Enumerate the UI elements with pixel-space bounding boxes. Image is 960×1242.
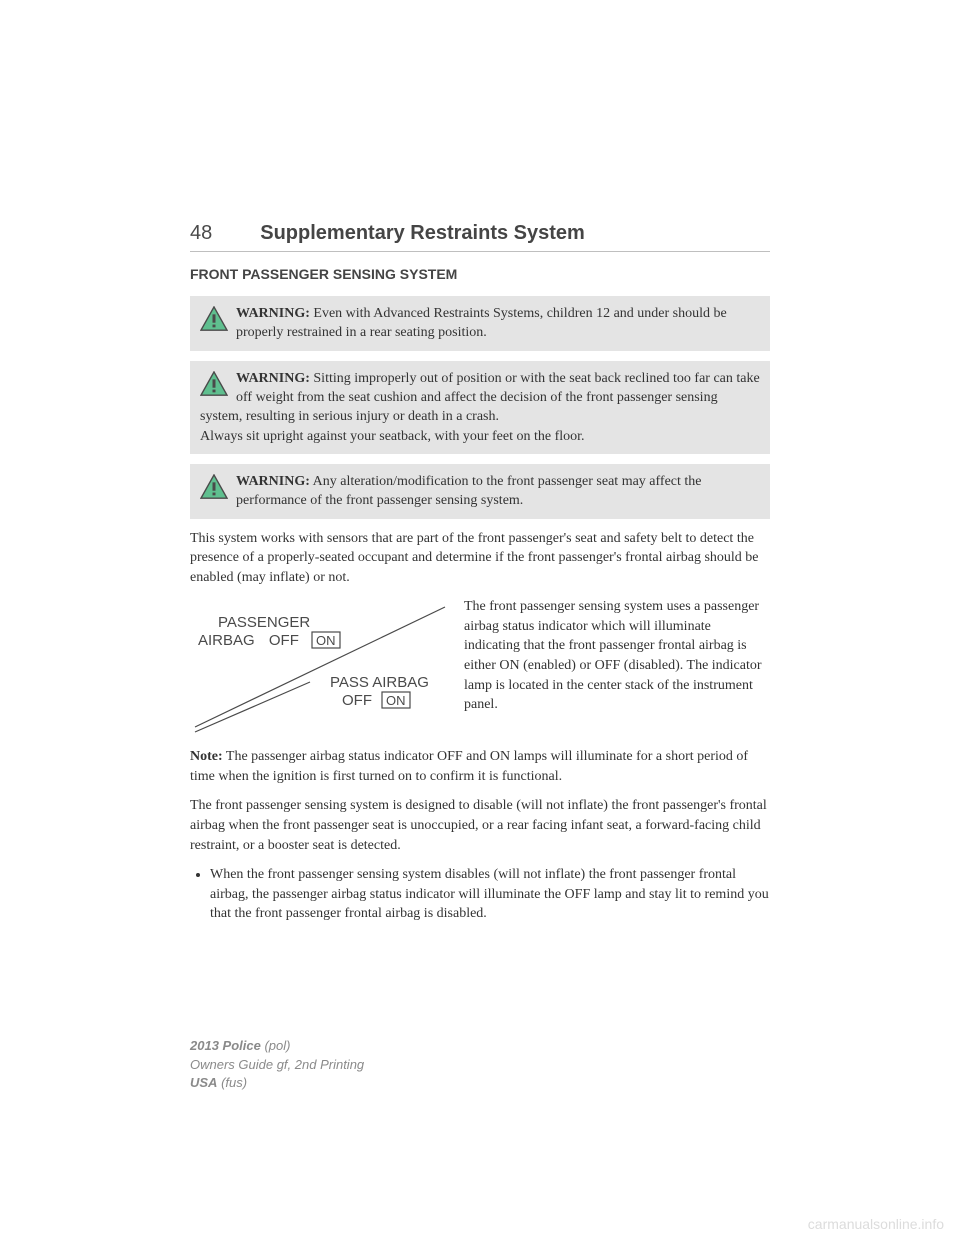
bullet-list: When the front passenger sensing system … — [206, 865, 770, 924]
fig-label-off: OFF — [269, 632, 299, 649]
fig-label-passenger: PASSENGER — [218, 614, 310, 631]
footer-region-code: (fus) — [217, 1075, 247, 1090]
fig-label-on2: ON — [386, 693, 406, 708]
fig-label-off2: OFF — [342, 692, 372, 709]
watermark: carmanualsonline.info — [808, 1216, 944, 1232]
warning-box-3: WARNING: Any alteration/modification to … — [190, 464, 770, 519]
warning-text: Even with Advanced Restraints Systems, c… — [236, 306, 727, 340]
footer-model: 2013 Police — [190, 1038, 261, 1053]
warning-icon — [200, 306, 228, 332]
page-header: 48 Supplementary Restraints System — [190, 222, 770, 245]
note-text: The passenger airbag status indicator OF… — [190, 749, 748, 784]
fig-label-on: ON — [316, 633, 336, 648]
warning-text-2: Always sit upright against your seatback… — [200, 427, 760, 446]
figure-row: PASSENGER AIRBAG OFF ON PASS AIRBAG OFF … — [190, 597, 770, 737]
warning-box-2: WARNING: Sitting improperly out of posit… — [190, 361, 770, 454]
section-heading: FRONT PASSENGER SENSING SYSTEM — [190, 266, 770, 282]
fig-label-pass-airbag: PASS AIRBAG — [330, 674, 429, 691]
page-container: 48 Supplementary Restraints System FRONT… — [0, 0, 960, 1242]
page-number: 48 — [190, 222, 212, 245]
page-footer: 2013 Police (pol) Owners Guide gf, 2nd P… — [190, 1037, 364, 1092]
warning-label: WARNING: — [236, 474, 310, 489]
note-paragraph: Note: The passenger airbag status indica… — [190, 747, 770, 786]
footer-line-2: Owners Guide gf, 2nd Printing — [190, 1056, 364, 1074]
airbag-indicator-figure: PASSENGER AIRBAG OFF ON PASS AIRBAG OFF … — [190, 597, 450, 737]
fig-label-airbag: AIRBAG — [198, 632, 255, 649]
list-item: When the front passenger sensing system … — [210, 865, 770, 924]
footer-model-code: (pol) — [261, 1038, 291, 1053]
figure-caption: The front passenger sensing system uses … — [464, 597, 770, 715]
svg-text:AIRBAG OFF: AIRBAG OFF — [198, 632, 299, 649]
warning-label: WARNING: — [236, 371, 310, 386]
body-paragraph-1: This system works with sensors that are … — [190, 529, 770, 588]
footer-line-3: USA (fus) — [190, 1074, 364, 1092]
warning-label: WARNING: — [236, 306, 310, 321]
note-label: Note: — [190, 749, 223, 764]
warning-icon — [200, 474, 228, 500]
footer-region: USA — [190, 1075, 217, 1090]
header-rule — [190, 251, 770, 252]
footer-line-1: 2013 Police (pol) — [190, 1037, 364, 1055]
warning-icon — [200, 371, 228, 397]
body-paragraph-3: The front passenger sensing system is de… — [190, 796, 770, 855]
warning-box-1: WARNING: Even with Advanced Restraints S… — [190, 296, 770, 351]
page-title: Supplementary Restraints System — [260, 222, 585, 245]
